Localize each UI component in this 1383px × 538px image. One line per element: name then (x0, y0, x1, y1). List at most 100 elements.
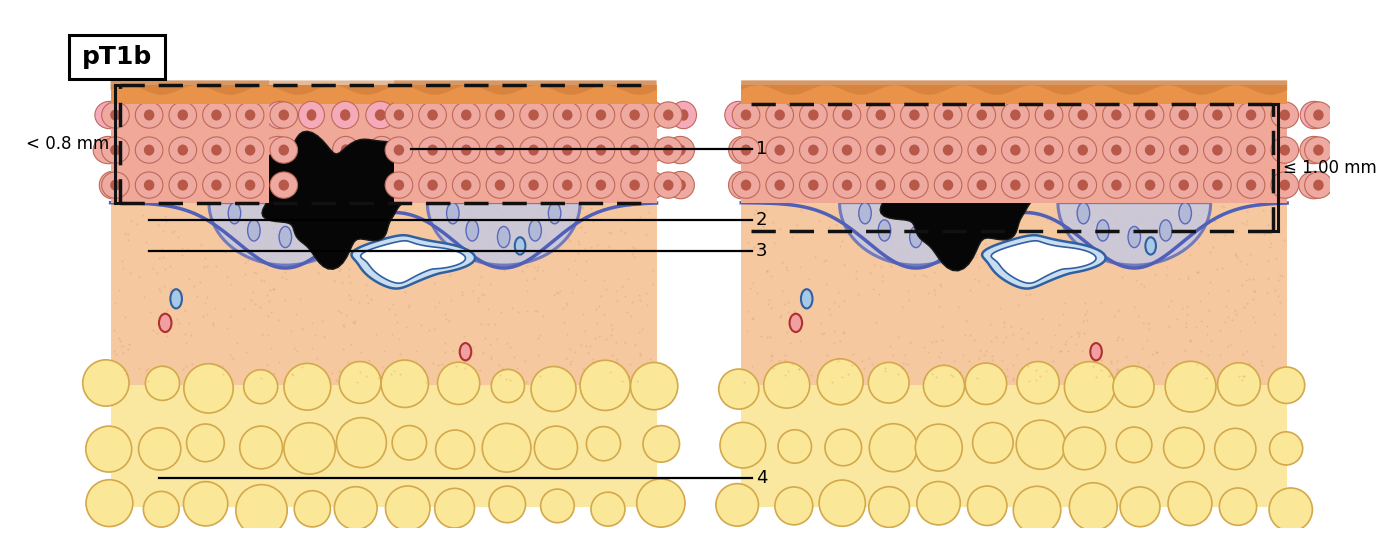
Circle shape (869, 487, 910, 527)
Ellipse shape (1267, 101, 1293, 129)
Ellipse shape (931, 172, 957, 199)
Ellipse shape (231, 172, 256, 199)
Ellipse shape (910, 226, 922, 247)
Ellipse shape (561, 145, 573, 155)
Ellipse shape (671, 101, 697, 129)
Ellipse shape (278, 110, 289, 121)
Ellipse shape (104, 109, 115, 121)
Ellipse shape (469, 137, 496, 164)
Ellipse shape (230, 137, 260, 164)
Ellipse shape (1137, 179, 1148, 191)
Bar (69, 35, 166, 80)
Ellipse shape (828, 137, 859, 164)
Ellipse shape (762, 137, 792, 164)
Ellipse shape (737, 144, 747, 156)
Ellipse shape (758, 172, 787, 199)
Ellipse shape (633, 137, 664, 164)
Ellipse shape (1138, 144, 1149, 156)
Ellipse shape (1026, 101, 1058, 129)
Circle shape (339, 362, 380, 404)
Ellipse shape (512, 109, 523, 121)
Ellipse shape (376, 179, 386, 191)
Circle shape (386, 486, 430, 530)
Ellipse shape (577, 109, 588, 121)
Ellipse shape (236, 172, 264, 198)
Ellipse shape (1036, 102, 1064, 128)
Ellipse shape (1212, 180, 1223, 190)
Ellipse shape (997, 101, 1029, 129)
Ellipse shape (264, 172, 296, 199)
Ellipse shape (774, 145, 786, 155)
Ellipse shape (1314, 145, 1324, 155)
Ellipse shape (1066, 172, 1095, 199)
Ellipse shape (1270, 137, 1296, 164)
Ellipse shape (741, 110, 751, 121)
Ellipse shape (964, 101, 992, 129)
Ellipse shape (969, 179, 981, 191)
Text: pT1b: pT1b (82, 45, 152, 69)
Circle shape (491, 370, 524, 402)
Ellipse shape (279, 226, 292, 247)
Circle shape (236, 485, 288, 536)
Ellipse shape (1029, 172, 1055, 199)
Ellipse shape (654, 172, 682, 198)
Ellipse shape (1271, 137, 1299, 163)
Ellipse shape (495, 180, 505, 190)
Ellipse shape (1206, 179, 1217, 191)
Ellipse shape (311, 220, 324, 241)
Ellipse shape (646, 179, 657, 191)
Ellipse shape (621, 102, 649, 128)
Ellipse shape (1195, 137, 1225, 164)
Ellipse shape (574, 144, 585, 156)
Ellipse shape (144, 180, 155, 190)
Ellipse shape (1010, 180, 1021, 190)
Bar (741, 85, 1288, 104)
Ellipse shape (169, 137, 196, 163)
Ellipse shape (553, 172, 581, 198)
Ellipse shape (102, 144, 115, 156)
Ellipse shape (394, 110, 404, 121)
Ellipse shape (111, 145, 120, 155)
Ellipse shape (1308, 144, 1319, 156)
Ellipse shape (725, 101, 752, 129)
Ellipse shape (667, 172, 694, 199)
Ellipse shape (278, 180, 289, 190)
Circle shape (826, 429, 862, 466)
Circle shape (774, 487, 813, 525)
Ellipse shape (1097, 220, 1109, 241)
Ellipse shape (1040, 144, 1051, 156)
Ellipse shape (968, 137, 996, 163)
Ellipse shape (999, 172, 1026, 199)
Ellipse shape (1145, 110, 1155, 121)
Ellipse shape (1111, 180, 1122, 190)
Ellipse shape (332, 137, 358, 164)
Ellipse shape (368, 172, 396, 199)
Bar (394, 85, 657, 203)
Ellipse shape (662, 180, 674, 190)
Ellipse shape (976, 110, 987, 121)
Ellipse shape (1271, 172, 1299, 198)
Ellipse shape (165, 172, 191, 199)
Ellipse shape (266, 101, 293, 129)
Ellipse shape (212, 145, 221, 155)
Ellipse shape (452, 102, 480, 128)
Ellipse shape (203, 102, 230, 128)
Ellipse shape (1246, 110, 1256, 121)
Ellipse shape (935, 137, 961, 163)
Ellipse shape (804, 179, 815, 191)
Circle shape (1069, 483, 1117, 530)
Ellipse shape (943, 180, 953, 190)
Ellipse shape (867, 102, 895, 128)
Ellipse shape (808, 180, 819, 190)
Ellipse shape (805, 144, 816, 156)
Ellipse shape (621, 137, 649, 163)
Ellipse shape (1238, 137, 1265, 163)
Ellipse shape (1036, 109, 1048, 121)
Text: 2: 2 (755, 211, 768, 229)
Ellipse shape (733, 109, 744, 121)
Ellipse shape (101, 102, 129, 128)
Circle shape (144, 491, 178, 527)
Ellipse shape (1162, 172, 1192, 199)
Ellipse shape (1145, 145, 1155, 155)
Ellipse shape (429, 101, 461, 129)
